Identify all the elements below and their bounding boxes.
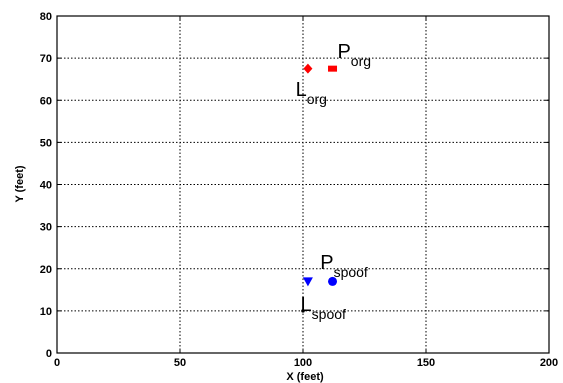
point-annotation: Lorg <box>296 79 327 107</box>
x-tick-label: 50 <box>174 357 186 369</box>
y-axis-label: Y (feet) <box>14 165 26 202</box>
y-tick-label: 60 <box>40 95 52 107</box>
x-tick-label: 0 <box>54 357 60 369</box>
data-point-circle <box>328 276 338 286</box>
y-tick-label: 80 <box>40 11 52 23</box>
data-point-square <box>328 65 338 72</box>
annotation-subscript: spoof <box>334 264 368 280</box>
annotation-subscript: spoof <box>312 306 346 322</box>
y-tick-label: 50 <box>40 137 52 149</box>
x-tick-label: 200 <box>540 357 558 369</box>
plot-area: 0 50 100 150 20001020304050607080PorgLorgPsp… <box>40 11 558 369</box>
annotation-letter: L <box>296 79 307 101</box>
data-point-triangle <box>302 277 313 287</box>
annotation-letter: L <box>301 294 312 316</box>
annotation-letter: P <box>320 252 333 274</box>
y-tick-label: 40 <box>40 180 52 192</box>
x-axis-label: X (feet) <box>286 371 324 383</box>
y-tick-label: 70 <box>40 53 52 65</box>
y-tick-label: 0 <box>46 348 52 360</box>
x-tick-label: 100 <box>294 357 312 369</box>
point-annotation: Lspoof <box>301 294 346 322</box>
x-tick-label: 150 <box>417 357 435 369</box>
y-tick-label: 20 <box>40 264 52 276</box>
y-tick-label: 30 <box>40 222 52 234</box>
y-tick-label: 10 <box>40 306 52 318</box>
point-annotation: Porg <box>337 41 371 69</box>
point-annotation: Pspoof <box>320 252 368 280</box>
annotation-subscript: org <box>351 53 371 69</box>
annotation-subscript: org <box>307 91 327 107</box>
data-point-diamond <box>303 63 313 74</box>
annotation-letter: P <box>337 41 350 63</box>
data-point-dot <box>301 309 305 313</box>
